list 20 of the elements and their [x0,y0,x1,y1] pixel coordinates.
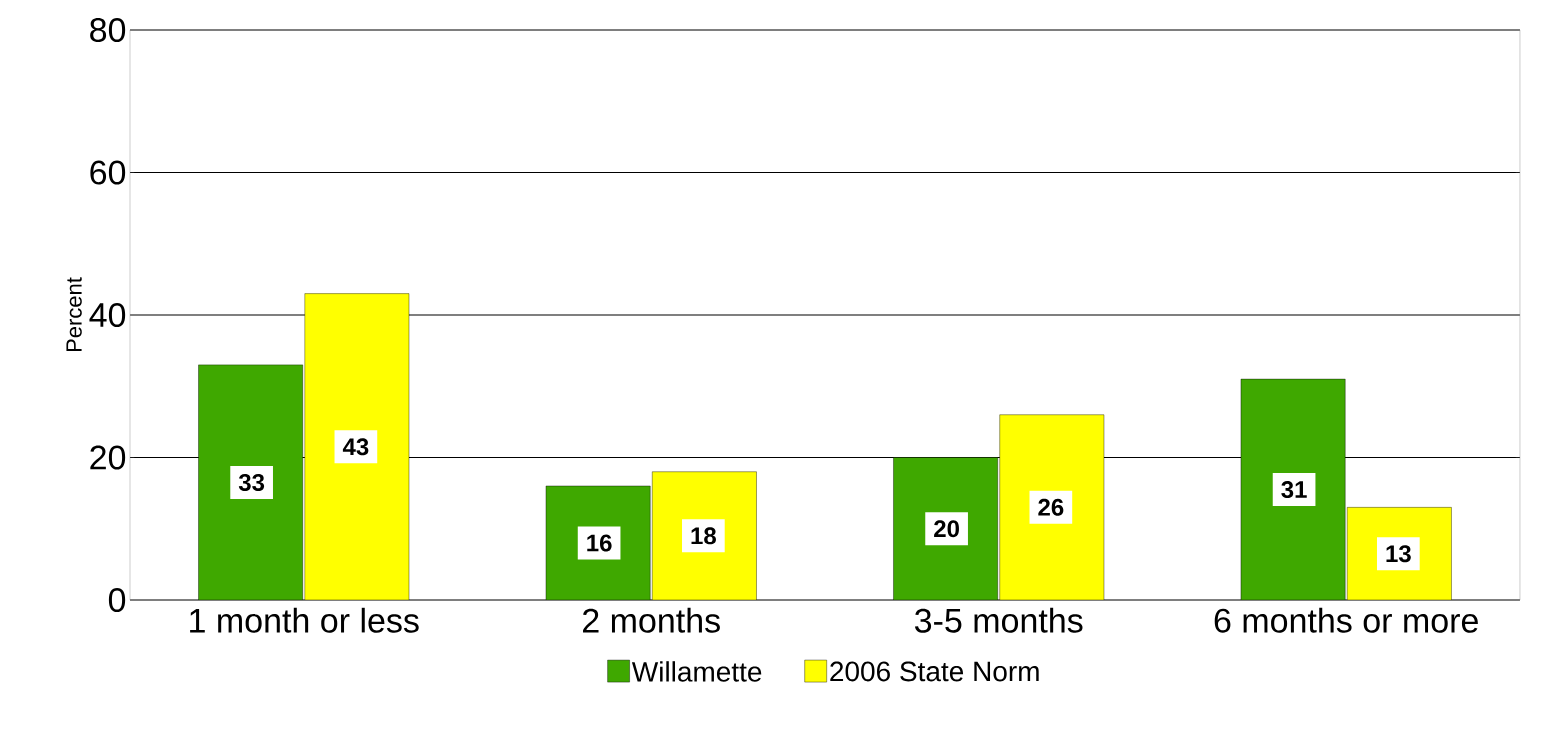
data-label: 33 [238,473,265,491]
x-tick-label: 3-5 months [914,607,1083,633]
y-tick-label: 20 [90,445,126,470]
y-tick-label: 40 [89,302,126,328]
x-tick-label: 2 months [583,607,720,633]
data-label: 31 [1281,481,1307,499]
data-label: 18 [691,527,716,545]
data-label: 43 [342,438,369,456]
data-label: 16 [587,534,612,552]
x-tick-label: 6 months or more [1214,607,1478,633]
legend-label: Willamette [631,661,762,682]
legend-label: 2006 State Norm [830,661,1039,682]
y-tick-label: 60 [90,160,126,185]
x-tick-label: 1 month or less [190,607,419,633]
data-label: 26 [1038,498,1064,516]
data-label: 20 [934,520,959,538]
y-axis-title: Percent [66,277,82,352]
y-tick-label: 80 [90,17,126,43]
y-tick-label: 0 [108,587,126,613]
data-label: 13 [1386,545,1411,563]
